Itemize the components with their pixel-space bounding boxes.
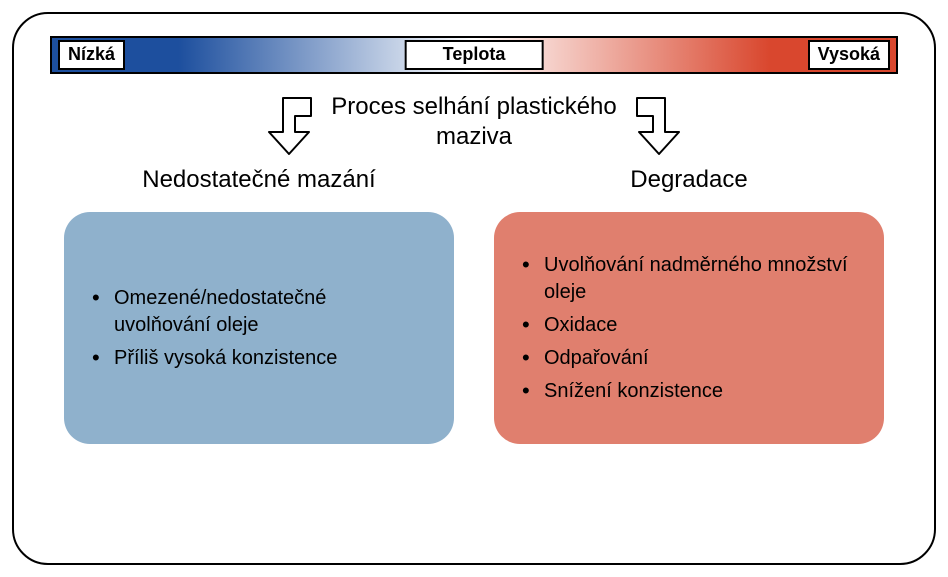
temperature-gradient-bar: Nízká Teplota Vysoká <box>50 36 898 74</box>
panel-right: Uvolňování nadměrného množství oleje Oxid… <box>494 212 884 444</box>
process-title-line1: Proces selhání plastického <box>331 93 617 120</box>
panel-left-list: Omezené/nedostatečné uvolňování oleje Pří… <box>92 279 426 378</box>
list-item: Snížení konzistence <box>522 378 856 405</box>
column-right: Degradace Uvolňování nadměrného množství… <box>494 166 884 444</box>
column-right-title: Degradace <box>630 166 747 194</box>
temp-high-label: Vysoká <box>808 40 890 70</box>
list-item: Odpařování <box>522 345 856 372</box>
process-row: Proces selhání plastického maziva <box>44 92 904 162</box>
panel-left: Omezené/nedostatečné uvolňování oleje Pří… <box>64 212 454 444</box>
list-item: Omezené/nedostatečné uvolňování oleje <box>92 285 426 339</box>
columns: Nedostatečné mazání Omezené/nedostatečné… <box>44 166 904 444</box>
diagram-frame: Nízká Teplota Vysoká Proces selhání plas… <box>12 12 936 565</box>
process-title-line2: maziva <box>436 123 512 150</box>
list-item: Uvolňování nadměrného množství oleje <box>522 252 856 306</box>
column-left-title: Nedostatečné mazání <box>142 166 375 194</box>
list-item: Příliš vysoká konzistence <box>92 345 426 372</box>
temp-center-label: Teplota <box>405 40 544 70</box>
arrow-down-left-icon <box>261 92 317 162</box>
panel-right-list: Uvolňování nadměrného množství oleje Oxid… <box>522 246 856 411</box>
temp-low-label: Nízká <box>58 40 125 70</box>
column-left: Nedostatečné mazání Omezené/nedostatečné… <box>64 166 454 444</box>
process-title: Proces selhání plastického maziva <box>331 92 617 152</box>
list-item: Oxidace <box>522 312 856 339</box>
arrow-down-right-icon <box>631 92 687 162</box>
